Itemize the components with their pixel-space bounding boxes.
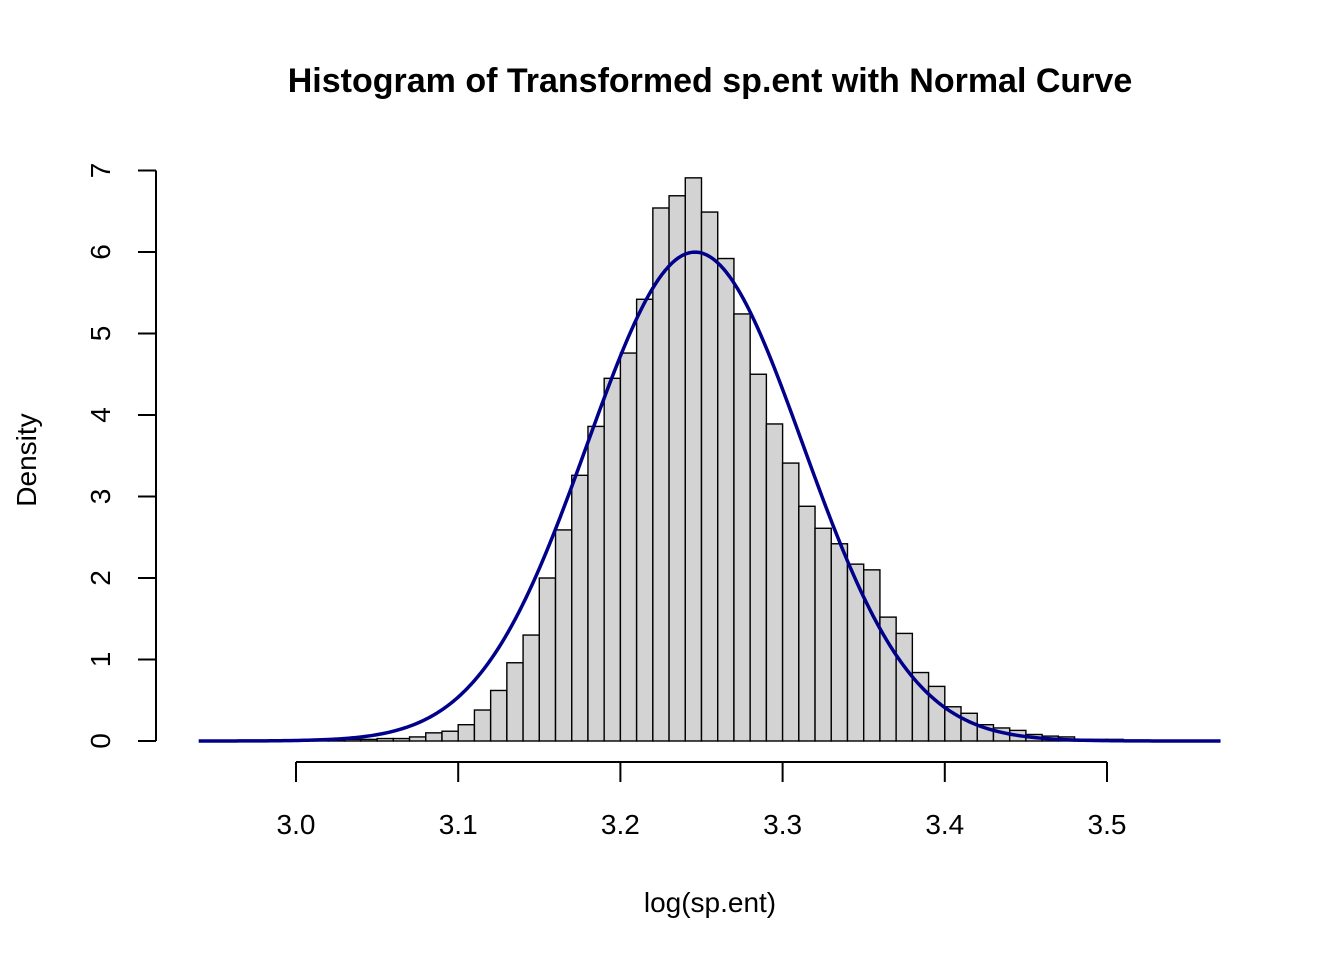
histogram-bar [392, 737, 411, 742]
x-tick-label: 3.1 [439, 809, 478, 840]
y-tick-label: 4 [85, 407, 116, 423]
chart-title: Histogram of Transformed sp.ent with Nor… [288, 62, 1132, 100]
histogram-bar [457, 724, 476, 742]
y-tick-label: 5 [85, 326, 116, 342]
x-tick-label: 3.5 [1088, 809, 1127, 840]
histogram-bar [700, 211, 719, 742]
histogram-bar [506, 662, 524, 742]
y-tick-label: 2 [85, 570, 116, 586]
histogram-bar [635, 298, 654, 742]
histogram-bar [587, 425, 605, 742]
histogram-bar [441, 730, 459, 742]
x-axis: 3.0 3.1 3.2 3.3 3.4 3.5 [277, 761, 1127, 840]
y-tick-label: 3 [85, 489, 116, 505]
histogram-bar [408, 736, 427, 742]
histogram-bar [522, 634, 541, 742]
histogram-bar [830, 543, 849, 742]
histogram-bar [863, 569, 881, 742]
histogram-bar [571, 474, 589, 742]
histogram-bar [717, 257, 735, 742]
histogram-bar [733, 313, 751, 742]
histogram-bar [376, 737, 395, 742]
histogram-bar [895, 632, 914, 742]
histogram-bar [781, 462, 800, 742]
histogram-bar [749, 373, 768, 742]
histogram-bar [554, 529, 573, 742]
normal-curve-line [198, 250, 1221, 743]
y-tick-label: 1 [85, 652, 116, 668]
histogram-bar [538, 577, 557, 742]
normal-curve-layer [198, 250, 1221, 743]
histogram-bar [911, 671, 930, 742]
x-axis-label: log(sp.ent) [644, 887, 776, 918]
histogram-bar [798, 505, 816, 742]
x-tick-label: 3.3 [763, 809, 802, 840]
histogram-bar [360, 738, 378, 742]
histogram-bar [425, 732, 443, 742]
x-tick-label: 3.4 [925, 809, 964, 840]
histogram-bar [489, 689, 508, 742]
histogram-bar [668, 195, 686, 742]
x-tick-label: 3.0 [277, 809, 316, 840]
histogram-bar [603, 377, 622, 742]
y-axis-label: Density [11, 413, 42, 506]
histogram-bar [473, 709, 492, 742]
histogram-bar [652, 207, 670, 742]
y-tick-label: 0 [85, 733, 116, 749]
histogram-bar [684, 177, 703, 742]
histogram-bar [765, 423, 784, 742]
histogram-bars [311, 177, 1124, 742]
x-tick-label: 3.2 [601, 809, 640, 840]
y-tick-label: 6 [85, 244, 116, 260]
histogram-bar [814, 527, 832, 742]
y-tick-label: 7 [85, 163, 116, 179]
histogram-bar [619, 352, 638, 742]
y-axis: 0 1 2 3 4 5 6 7 [85, 163, 157, 749]
